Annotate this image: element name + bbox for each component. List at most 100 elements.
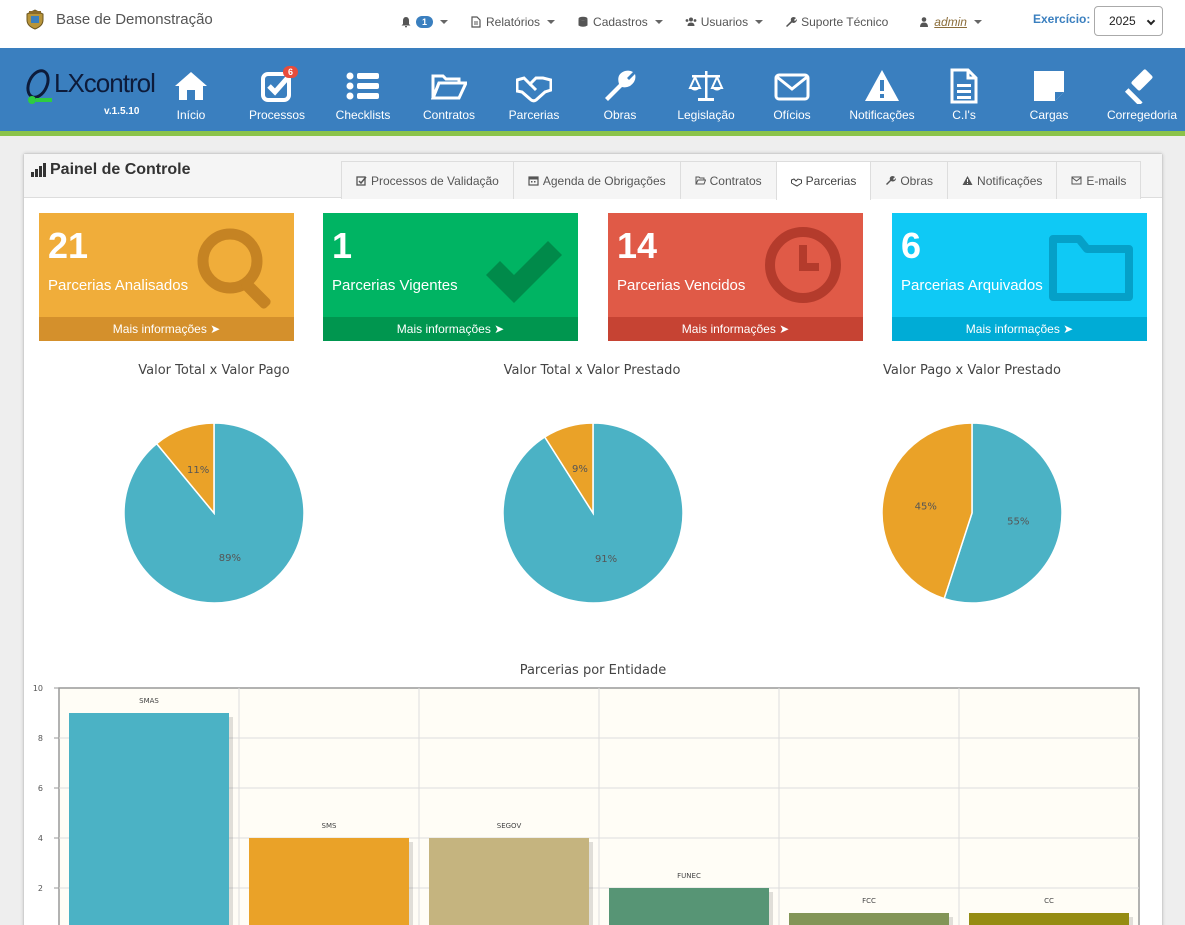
nav-corregedoria[interactable]: Corregedoria	[1104, 48, 1180, 131]
bar	[249, 838, 409, 925]
more-info-link[interactable]: Mais informações ➤	[892, 317, 1147, 341]
file-icon	[471, 16, 481, 28]
nav-oficios[interactable]: Ofícios	[761, 48, 823, 131]
clock-icon	[765, 227, 841, 303]
folder-open-icon	[431, 74, 467, 100]
tab-agenda-obrigacoes[interactable]: Agenda de Obrigações	[512, 161, 681, 199]
calendar-icon	[528, 176, 539, 186]
tab-label: Processos de Validação	[371, 173, 499, 188]
bar-label: SMS	[322, 822, 337, 830]
nav-checklists[interactable]: Checklists	[332, 48, 394, 131]
tab-label: E-mails	[1086, 173, 1127, 188]
home-icon	[175, 72, 207, 100]
stat-label: Parcerias Analisados	[48, 277, 189, 294]
more-info-link[interactable]: Mais informações ➤	[608, 317, 863, 341]
nav-parcerias[interactable]: Parcerias	[503, 48, 565, 131]
lxcontrol-logo[interactable]: LXcontrol v.1.5.10	[22, 66, 156, 117]
nav-legislacao[interactable]: Legislação	[675, 48, 737, 131]
processos-badge: 6	[283, 66, 299, 78]
stat-label: Parcerias Arquivados	[901, 277, 1043, 294]
nav-label: Contratos	[422, 108, 476, 122]
arrow-circle-right-icon: ➤	[779, 322, 790, 336]
cadastros-menu[interactable]: Cadastros	[577, 15, 663, 29]
relatorios-menu[interactable]: Relatórios	[470, 15, 556, 29]
handshake-icon	[516, 76, 552, 103]
tab-emails[interactable]: E-mails	[1056, 161, 1142, 199]
suporte-link[interactable]: Suporte Técnico	[785, 15, 888, 29]
pie-slice-label: 9%	[572, 464, 588, 475]
relatorios-label: Relatórios	[486, 15, 541, 29]
warning-icon	[962, 176, 973, 185]
tab-processos-validacao[interactable]: Processos de Validação	[341, 161, 514, 199]
nav-inicio[interactable]: Início	[166, 48, 216, 131]
bar-chart-title: Parcerias por Entidade	[519, 663, 667, 678]
pie-charts: 89% 11% 91% 9% 55% 45%	[123, 422, 1063, 604]
bar-label: FUNEC	[677, 872, 701, 880]
stat-value: 1	[332, 225, 353, 266]
stat-label: Parcerias Vigentes	[332, 277, 458, 294]
pie1-title: Valor Total x Valor Pago	[138, 363, 290, 378]
main-nav: LXcontrol v.1.5.10 Início 6 Processos Ch…	[0, 48, 1185, 131]
nav-notificacoes[interactable]: Notificações	[846, 48, 918, 131]
list-icon	[346, 72, 379, 100]
user-icon	[920, 17, 929, 27]
checkbox-icon	[261, 72, 293, 102]
stat-box-analisados: 21 Parcerias Analisados Mais informações…	[39, 213, 294, 341]
gavel-icon	[1124, 69, 1153, 104]
nav-label: C.I's	[952, 108, 976, 122]
nav-processos[interactable]: 6 Processos	[246, 48, 308, 131]
usuarios-menu[interactable]: Usuarios	[685, 15, 764, 29]
database-icon	[578, 16, 588, 27]
check-icon	[486, 241, 562, 303]
nav-cis[interactable]: C.I's	[933, 48, 995, 131]
pie-slice-label: 91%	[595, 554, 617, 565]
y-tick-label: 6	[38, 784, 43, 793]
brand[interactable]: Base de Demonstração	[24, 8, 213, 30]
more-info-label: Mais informações	[396, 322, 491, 336]
pie-slice-label: 55%	[1007, 516, 1029, 527]
pie2-title: Valor Total x Valor Prestado	[503, 363, 681, 378]
user-menu[interactable]: admin	[918, 15, 982, 29]
scale-icon	[688, 71, 724, 101]
tab-parcerias[interactable]: Parcerias	[775, 161, 872, 200]
panel-tabs: Processos de Validação Agenda de Obrigaç…	[341, 161, 1142, 200]
tab-label: Notificações	[977, 173, 1043, 188]
year-value: 2025	[1109, 14, 1136, 28]
handshake-icon	[790, 177, 802, 187]
pie3-title: Valor Pago x Valor Prestado	[883, 363, 1061, 378]
notification-count-badge: 1	[416, 16, 434, 28]
exercicio-label: Exercício:	[1033, 12, 1091, 26]
top-bar: Base de Demonstração 1 Relatórios Cadast…	[0, 0, 1185, 48]
pie-slice	[155, 422, 215, 516]
pie-slice-label: 11%	[187, 465, 209, 476]
chevron-down-icon	[973, 20, 982, 24]
more-info-label: Mais informações	[681, 322, 776, 336]
tab-label: Agenda de Obrigações	[542, 173, 666, 188]
usuarios-label: Usuarios	[700, 15, 749, 29]
arrow-circle-right-icon: ➤	[1063, 322, 1074, 336]
nav-label: Cargas	[1029, 108, 1069, 122]
search-icon	[197, 228, 271, 309]
wrench-icon	[786, 17, 798, 27]
year-select[interactable]: 2025	[1094, 6, 1163, 36]
stat-box-arquivados: 6 Parcerias Arquivados Mais informações …	[892, 213, 1147, 341]
cadastros-label: Cadastros	[593, 15, 648, 29]
notifications-menu[interactable]: 1	[400, 16, 449, 28]
nav-label: Corregedoria	[1106, 108, 1178, 122]
tab-obras[interactable]: Obras	[870, 161, 949, 199]
folder-icon	[1049, 235, 1133, 301]
more-info-link[interactable]: Mais informações ➤	[39, 317, 294, 341]
top-nav: 1 Relatórios Cadastros Usuarios Suporte …	[400, 0, 1004, 44]
folder-open-icon	[694, 176, 706, 185]
tab-contratos[interactable]: Contratos	[679, 161, 777, 199]
bar-label: SMAS	[139, 697, 159, 705]
more-info-label: Mais informações	[112, 322, 207, 336]
bar-label: CC	[1044, 897, 1054, 905]
more-info-link[interactable]: Mais informações ➤	[323, 317, 578, 341]
chevron-down-icon	[1146, 16, 1156, 26]
tab-notificacoes[interactable]: Notificações	[947, 161, 1058, 199]
y-tick-label: 2	[38, 884, 43, 893]
nav-contratos[interactable]: Contratos	[418, 48, 480, 131]
nav-cargas[interactable]: Cargas	[1018, 48, 1080, 131]
nav-obras[interactable]: Obras	[589, 48, 651, 131]
